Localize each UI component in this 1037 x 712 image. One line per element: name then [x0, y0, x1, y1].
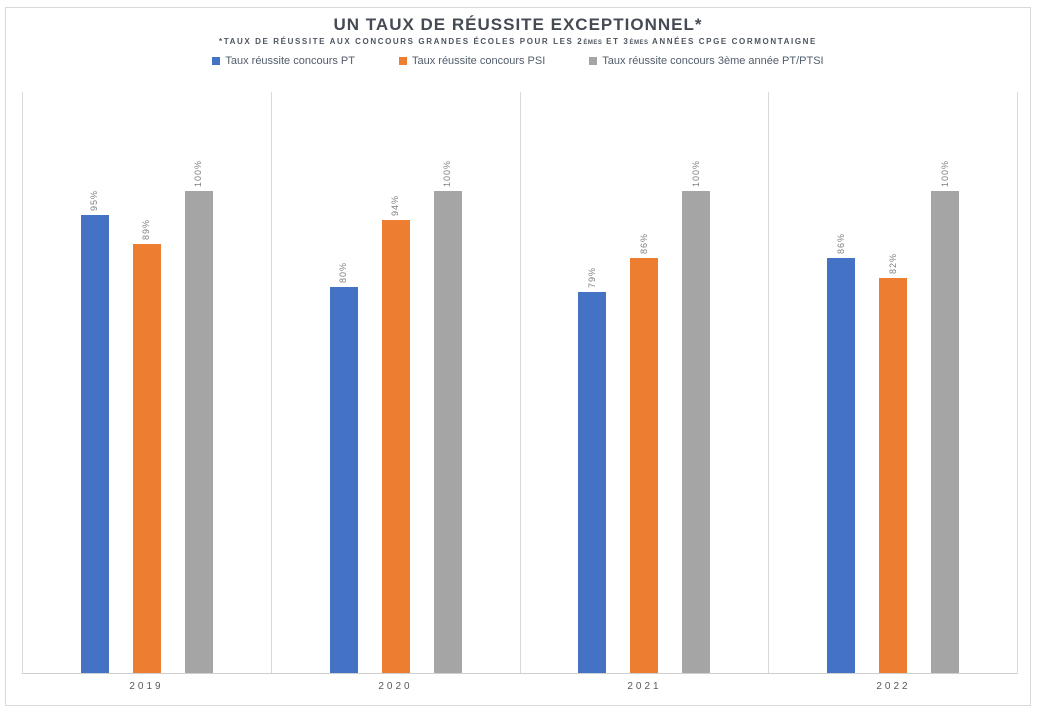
legend-item-series2: Taux réussite concours PSI — [398, 55, 546, 67]
bar-value-label: 86% — [835, 232, 846, 254]
bar-value-label: 100% — [939, 159, 950, 187]
bar-column-2022-series2: 82% — [879, 252, 908, 673]
bar-column-2019-series1: 95% — [80, 189, 109, 673]
bar-2019-series3 — [184, 191, 213, 673]
legend-item-series1: Taux réussite concours PT — [212, 55, 355, 67]
chart-title: UN TAUX DE RÉUSSITE EXCEPTIONNEL* — [333, 15, 703, 34]
bar-column-2020-series2: 94% — [381, 194, 410, 673]
legend-label: Taux réussite concours PT — [225, 55, 355, 67]
legend-label: Taux réussite concours PSI — [411, 55, 546, 67]
bar-column-2021-series2: 86% — [630, 232, 659, 673]
bar-2022-series3 — [931, 191, 960, 673]
bar-column-2019-series3: 100% — [184, 159, 213, 673]
bar-value-label: 80% — [338, 261, 349, 283]
x-axis-label-2021: 2021 — [627, 681, 662, 692]
legend-label: Taux réussite concours 3ème année PT/PTS… — [602, 55, 824, 67]
bar-value-label: 100% — [193, 159, 204, 187]
category-group-2022: 86% 82% 100% — [768, 92, 1017, 673]
bar-2019-series2 — [132, 244, 161, 673]
bar-2021-series1 — [578, 292, 607, 673]
subtitle-smallcaps: ÈMES — [583, 40, 603, 46]
subtitle-text: *TAUX DE RÉUSSITE AUX CONCOURS GRANDES É… — [219, 37, 584, 46]
bar-value-label: 89% — [141, 218, 152, 240]
bar-column-2019-series2: 89% — [132, 218, 161, 673]
bar-2021-series2 — [630, 258, 659, 673]
x-axis-label-2020: 2020 — [378, 681, 413, 692]
bar-column-2021-series1: 79% — [578, 266, 607, 673]
legend-swatch-icon — [212, 57, 221, 65]
subtitle-text: ANNÉES CPGE CORMONTAIGNE — [648, 37, 817, 46]
bar-value-label: 94% — [390, 194, 401, 216]
x-axis-labels: 2019 2020 2021 2022 — [22, 674, 1018, 692]
legend: Taux réussite concours PT Taux réussite c… — [6, 55, 1030, 67]
bar-column-2022-series1: 86% — [827, 232, 856, 673]
bar-value-label: 79% — [586, 266, 597, 288]
bar-column-2020-series1: 80% — [329, 261, 358, 673]
bar-column-2020-series3: 100% — [433, 159, 462, 673]
bar-column-2021-series3: 100% — [682, 159, 711, 673]
bar-2020-series1 — [329, 287, 358, 673]
bar-value-label: 100% — [690, 159, 701, 187]
bar-2019-series1 — [80, 215, 109, 673]
legend-swatch-icon — [589, 57, 598, 65]
subtitle-text: ET 3 — [602, 37, 630, 46]
legend-swatch-icon — [398, 57, 407, 65]
x-axis-label-2022: 2022 — [876, 681, 911, 692]
bar-2020-series2 — [381, 220, 410, 673]
subtitle-smallcaps: ÈMES — [629, 40, 649, 46]
legend-item-series3: Taux réussite concours 3ème année PT/PTS… — [589, 55, 824, 67]
bar-2020-series3 — [433, 191, 462, 673]
chart-subtitle: *TAUX DE RÉUSSITE AUX CONCOURS GRANDES É… — [6, 37, 1030, 46]
plot-area: 95% 89% 100% 80% 94% 100% 79% 86% 100% 86% 82% 100% — [22, 92, 1018, 674]
bar-value-label: 82% — [887, 252, 898, 274]
bar-value-label: 95% — [89, 189, 100, 211]
bar-2022-series2 — [879, 278, 908, 673]
category-group-2021: 79% 86% 100% — [519, 92, 769, 673]
bar-2022-series1 — [827, 258, 856, 673]
bar-column-2022-series3: 100% — [931, 159, 960, 673]
bar-value-label: 86% — [638, 232, 649, 254]
category-group-2019: 95% 89% 100% — [22, 92, 271, 673]
chart-container: UN TAUX DE RÉUSSITE EXCEPTIONNEL* *TAUX … — [5, 7, 1031, 706]
bar-2021-series3 — [682, 191, 711, 673]
bar-value-label: 100% — [442, 159, 453, 187]
x-axis-label-2019: 2019 — [129, 681, 164, 692]
category-group-2020: 80% 94% 100% — [270, 92, 520, 673]
